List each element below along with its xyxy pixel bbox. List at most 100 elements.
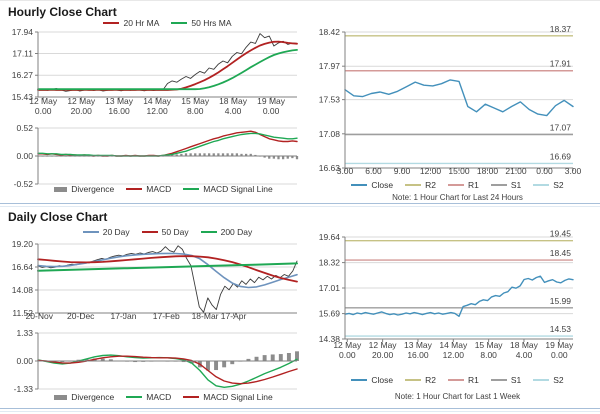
x-tick-label: 6.00 [365, 166, 382, 176]
divergence-bar [286, 156, 289, 159]
hourly-pivot-chart: 18.42 17.97 17.53 17.08 16.63 18.37 17.91 17.07… [319, 24, 582, 176]
x-tick-label: 20.00 [372, 350, 394, 360]
legend-label: S2 [553, 180, 564, 190]
x-tick-label: 17-Jan [110, 311, 136, 321]
series-close-price [37, 245, 298, 313]
series-close [344, 275, 574, 318]
divergence-bar [207, 153, 211, 156]
legend-line-swatch [533, 379, 550, 381]
legend-item-50-day: 50 Day [141, 227, 189, 237]
legend-item-s2: S2 [533, 375, 564, 385]
x-tick-label: 0.00 [551, 350, 568, 360]
x-tick-label: 0.00 [339, 350, 356, 360]
y-tick-label: 19.64 [319, 232, 341, 242]
divergence-bar [203, 153, 206, 156]
legend-line-swatch [183, 396, 200, 398]
y-tick-label: 19.20 [12, 239, 34, 249]
x-tick-label: 21.00 [505, 166, 527, 176]
divergence-bar [277, 156, 280, 160]
x-tick-label: 19 May [545, 340, 574, 350]
legend-line-swatch [183, 188, 200, 190]
daily-macd-legend: Divergence MACD MACD Signal Line [30, 392, 297, 402]
divergence-bar [189, 153, 192, 156]
divergence-bar [226, 153, 229, 156]
x-tick-label: 18.00 [477, 166, 499, 176]
divergence-bar [244, 153, 248, 156]
pivot-label-R1: 18.45 [550, 248, 572, 258]
divergence-bar [100, 358, 105, 361]
divergence-bar [240, 153, 243, 156]
x-tick-label: 12.00 [420, 166, 442, 176]
legend-line-swatch [171, 22, 188, 24]
divergence-bar [217, 153, 220, 156]
legend-label: S2 [553, 375, 564, 385]
legend-item-20-day: 20 Day [82, 227, 130, 237]
legend-line-swatch [405, 379, 422, 381]
x-tick-label: 14 May [143, 96, 172, 106]
legend-label: S1 [510, 375, 522, 385]
legend-item-close: Close [351, 180, 393, 190]
legend-item-r1: R1 [447, 180, 479, 190]
x-tick-label: 18 May [510, 340, 539, 350]
x-tick-label: 9.00 [394, 166, 411, 176]
legend-item-20-hr-ma: 20 Hr MA [103, 18, 159, 28]
legend-label: 50 Hrs MA [191, 18, 232, 28]
legend-item-r2: R2 [405, 180, 436, 190]
x-tick-label: 8.00 [187, 106, 204, 116]
x-tick-label: 12 May [333, 340, 362, 350]
legend-label: R2 [425, 180, 436, 190]
y-tick-label: -1.33 [14, 384, 34, 394]
bottom-divider [0, 408, 600, 412]
divergence-bar [231, 153, 234, 156]
legend-item-close: Close [351, 375, 393, 385]
hourly-section-title: Hourly Close Chart [8, 5, 117, 19]
legend-line-swatch [103, 22, 120, 24]
legend-bar-swatch [54, 394, 68, 400]
x-tick-label: 12.00 [146, 106, 168, 116]
legend-label: S1 [510, 180, 522, 190]
legend-line-swatch [490, 184, 507, 186]
legend-bar-swatch [54, 186, 68, 192]
hourly-macd-legend: Divergence MACD MACD Signal Line [30, 184, 297, 194]
legend-line-swatch [126, 188, 143, 190]
y-tick-label: 17.08 [319, 129, 341, 139]
legend-line-swatch [351, 184, 368, 186]
divergence-bar [214, 361, 219, 371]
divergence-bar [84, 358, 89, 361]
divergence-bar [198, 153, 202, 156]
legend-item-s2: S2 [533, 180, 564, 190]
x-tick-label: 0.00 [263, 106, 280, 116]
legend-item-s1: S1 [490, 375, 522, 385]
y-tick-label: 17.11 [12, 48, 33, 58]
legend-label: MACD [146, 184, 172, 194]
x-tick-label: 20-Dec [67, 311, 95, 321]
pivot-label-S2: 14.53 [550, 324, 572, 334]
legend-item-divergence: Divergence [54, 184, 114, 194]
daily-macd-chart: 1.33 0.00 -1.33 [14, 328, 299, 394]
x-tick-label: 4.00 [516, 350, 533, 360]
y-tick-label: 16.64 [12, 262, 34, 272]
x-tick-label: 15.00 [448, 166, 470, 176]
divergence-bar [254, 356, 259, 361]
series-20-hr-ma [37, 40, 298, 91]
divergence-bar [268, 156, 271, 159]
legend-line-swatch [141, 231, 158, 233]
legend-label: MACD Signal Line [203, 184, 273, 194]
series-20-day [37, 252, 298, 289]
legend-label: MACD [146, 392, 172, 402]
x-tick-label: 15 May [181, 96, 210, 106]
x-tick-label: 14 May [439, 340, 468, 350]
divergence-bar [295, 156, 299, 160]
y-tick-label: 17.94 [12, 27, 34, 37]
x-tick-label: 4.00 [225, 106, 242, 116]
y-tick-label: 17.01 [319, 283, 341, 293]
legend-label: R2 [425, 375, 436, 385]
legend-item-divergence: Divergence [54, 392, 114, 402]
pivot-label-R1: 17.91 [550, 59, 572, 69]
hourly-pivot-legend: Close R2 R1 S1 S2 [335, 180, 580, 190]
legend-line-swatch [447, 379, 464, 381]
x-tick-label: 13 May [404, 340, 433, 350]
y-tick-label: 15.69 [319, 309, 341, 319]
daily-section-title: Daily Close Chart [8, 210, 108, 224]
legend-item-50-hrs-ma: 50 Hrs MA [171, 18, 232, 28]
